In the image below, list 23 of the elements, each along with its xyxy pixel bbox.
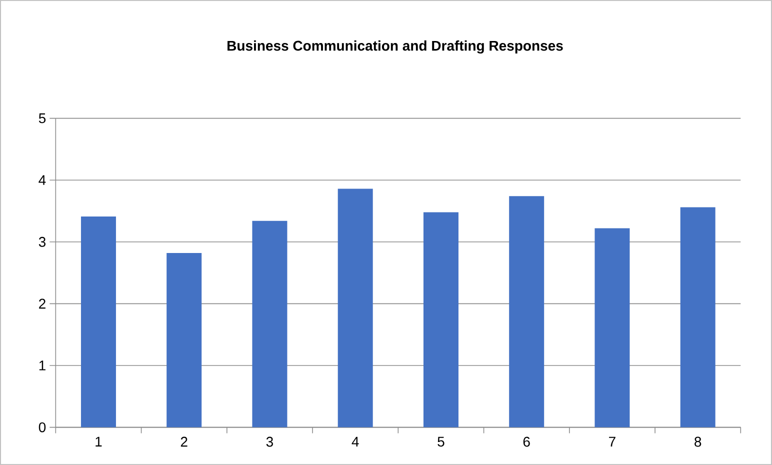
- y-tick-label: 3: [38, 236, 46, 247]
- bar: [252, 220, 288, 428]
- bar: [509, 196, 544, 428]
- bar: [338, 188, 373, 428]
- chart-title: Business Communication and Drafting Responses: [228, 40, 563, 54]
- y-tick-label: 1: [39, 360, 46, 370]
- y-tick-label: 2: [39, 298, 46, 309]
- y-tick-label: 0: [38, 422, 46, 432]
- x-tick-label: 3: [266, 436, 273, 447]
- x-tick-label: 6: [523, 436, 530, 447]
- bar: [594, 228, 630, 428]
- x-tick-label: 2: [180, 436, 188, 447]
- bar: [423, 212, 458, 428]
- bar: [80, 216, 116, 428]
- x-tick-label: 1: [96, 436, 102, 446]
- bar: [680, 207, 716, 428]
- x-tick-label: 8: [694, 436, 702, 447]
- bar: [166, 253, 202, 428]
- y-tick-label: 4: [38, 175, 46, 185]
- x-tick-label: 7: [609, 436, 616, 446]
- y-tick-label: 5: [38, 113, 46, 124]
- x-tick-label: 4: [352, 436, 359, 446]
- x-tick-label: 5: [438, 436, 444, 447]
